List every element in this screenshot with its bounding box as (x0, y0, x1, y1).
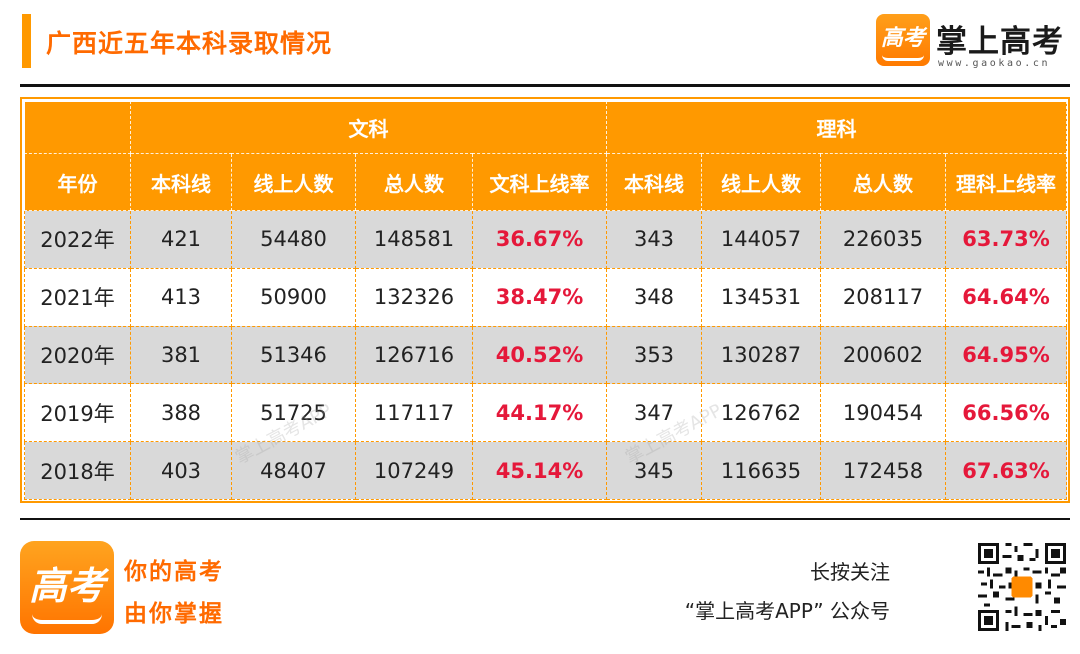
title-accent-bar (22, 14, 31, 68)
follow-account: “掌上高考APP” 公众号 (684, 599, 890, 623)
table-cell: 190454 (820, 383, 946, 443)
column-header-row: 年份 本科线 线上人数 总人数 文科上线率 本科线 线上人数 总人数 理科上线率 (24, 153, 1067, 211)
rate-cell: 45.14% (472, 441, 607, 500)
column-header: 年份 (24, 153, 131, 211)
table-cell: 421 (130, 210, 232, 269)
table-cell: 353 (606, 325, 702, 385)
column-header: 总人数 (820, 153, 946, 211)
column-header: 线上人数 (231, 153, 356, 211)
rate-cell: 64.95% (945, 325, 1067, 385)
table-cell: 51346 (231, 325, 356, 385)
column-header: 本科线 (606, 153, 702, 211)
table-cell: 107249 (355, 441, 473, 500)
year-cell: 2019年 (24, 383, 131, 443)
brand-url: www.gaokao.cn (938, 58, 1051, 69)
table-cell: 48407 (231, 441, 356, 500)
table-cell: 348 (606, 267, 702, 327)
rate-cell: 38.47% (472, 267, 607, 327)
year-cell: 2021年 (24, 267, 131, 327)
table-cell: 116635 (701, 441, 821, 500)
table-cell: 226035 (820, 210, 946, 269)
table-cell: 130287 (701, 325, 821, 385)
table-cell: 126716 (355, 325, 473, 385)
admission-table: 文科 理科 年份 本科线 线上人数 总人数 文科上线率 本科线 线上人数 总人数… (24, 101, 1067, 500)
table-cell: 381 (130, 325, 232, 385)
follow-prompt: 长按关注 (810, 560, 890, 584)
table-cell: 50900 (231, 267, 356, 327)
year-cell: 2018年 (24, 441, 131, 500)
slogan-line-2: 由你掌握 (124, 601, 224, 627)
table-cell: 172458 (820, 441, 946, 500)
rate-cell: 66.56% (945, 383, 1067, 443)
table-cell: 134531 (701, 267, 821, 327)
header-divider (20, 84, 1070, 87)
rate-cell: 63.73% (945, 210, 1067, 269)
rate-cell: 67.63% (945, 441, 1067, 500)
table-cell: 345 (606, 441, 702, 500)
group-header-liberal-arts: 文科 (130, 101, 607, 154)
column-header: 本科线 (130, 153, 232, 211)
table-cell: 54480 (231, 210, 356, 269)
group-header-blank (24, 101, 131, 154)
table-cell: 148581 (355, 210, 473, 269)
qr-code-icon[interactable] (978, 543, 1066, 631)
table-cell: 413 (130, 267, 232, 327)
year-cell: 2020年 (24, 325, 131, 385)
table-cell: 343 (606, 210, 702, 269)
table-row: 2020年 381 51346 126716 40.52% 353 130287… (24, 325, 1067, 385)
logo-glyph: 高考 (880, 25, 925, 51)
year-cell: 2022年 (24, 210, 131, 269)
brand-name: 掌上高考 (936, 24, 1064, 60)
table-cell: 132326 (355, 267, 473, 327)
table-frame (20, 97, 1070, 503)
table-cell: 388 (130, 383, 232, 443)
slogan-line-1: 你的高考 (124, 559, 224, 585)
book-icon (882, 55, 924, 61)
column-header: 理科上线率 (945, 153, 1067, 211)
rate-cell: 44.17% (472, 383, 607, 443)
table-cell: 403 (130, 441, 232, 500)
column-header: 总人数 (355, 153, 473, 211)
table-cell: 347 (606, 383, 702, 443)
brand: 高考 掌上高考 www.gaokao.cn (876, 14, 1066, 74)
table-cell: 51725 (231, 383, 356, 443)
column-header: 线上人数 (701, 153, 821, 211)
group-header-science: 理科 (606, 101, 1067, 154)
rate-cell: 40.52% (472, 325, 607, 385)
logo-glyph: 高考 (28, 563, 105, 608)
table-cell: 117117 (355, 383, 473, 443)
column-header: 文科上线率 (472, 153, 607, 211)
table-cell: 144057 (701, 210, 821, 269)
rate-cell: 64.64% (945, 267, 1067, 327)
table-row: 2021年 413 50900 132326 38.47% 348 134531… (24, 267, 1067, 327)
rate-cell: 36.67% (472, 210, 607, 269)
table-row: 2018年 403 48407 107249 45.14% 345 116635… (24, 441, 1067, 500)
table-row: 2019年 388 51725 117117 44.17% 347 126762… (24, 383, 1067, 443)
gaokao-logo-icon: 高考 (20, 541, 114, 634)
table-cell: 126762 (701, 383, 821, 443)
book-icon (32, 614, 102, 624)
gaokao-logo-icon: 高考 (876, 14, 930, 66)
page-title: 广西近五年本科录取情况 (46, 29, 333, 58)
table-cell: 208117 (820, 267, 946, 327)
table-row: 2022年 421 54480 148581 36.67% 343 144057… (24, 210, 1067, 269)
footer-divider (20, 518, 1070, 520)
group-header-row: 文科 理科 (24, 101, 1067, 154)
table-cell: 200602 (820, 325, 946, 385)
